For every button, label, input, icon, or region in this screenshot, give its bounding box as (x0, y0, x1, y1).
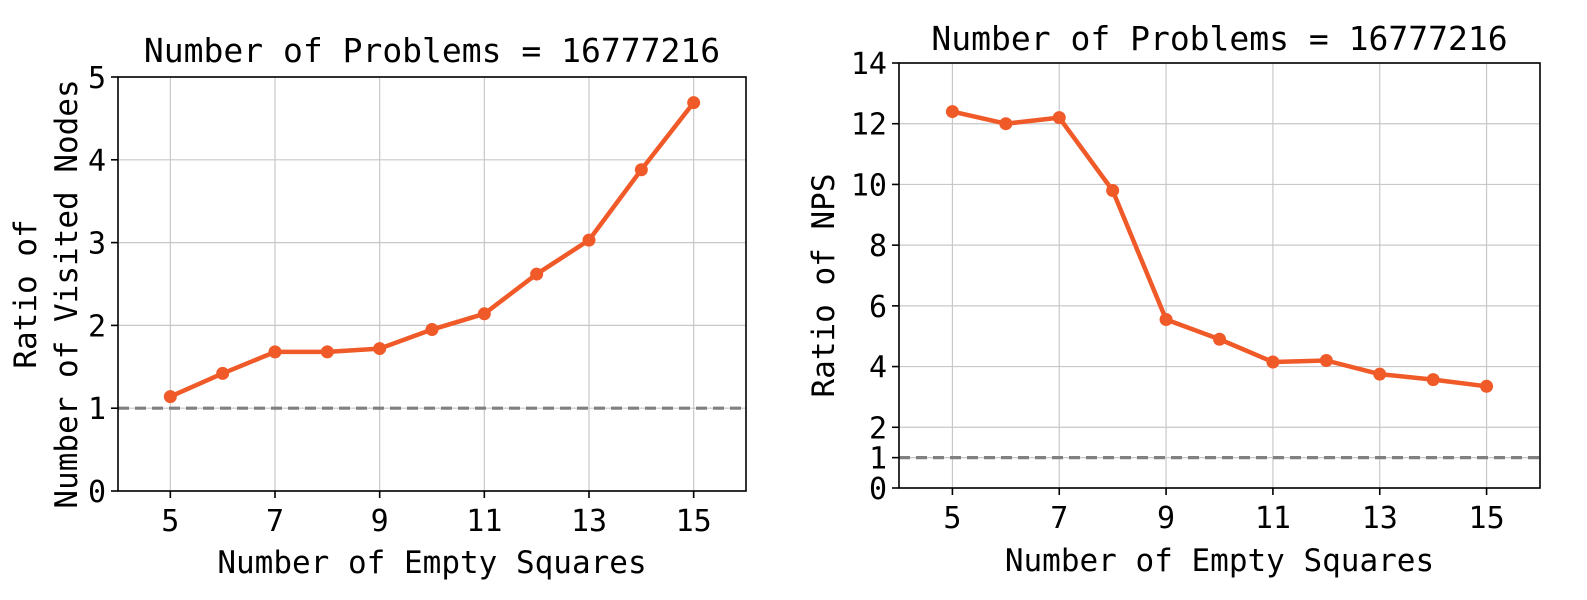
y-tick-label: 2 (869, 411, 887, 446)
data-point (1106, 184, 1120, 197)
plot-frame (117, 76, 747, 492)
data-point (216, 366, 230, 380)
data-point (320, 345, 334, 359)
x-tick-label: 5 (161, 504, 179, 539)
x-tick-label: 15 (1469, 501, 1505, 536)
data-point (634, 163, 648, 177)
data-point (1426, 373, 1440, 387)
data-point (945, 105, 959, 119)
data-point (687, 96, 701, 110)
chart-1: 5 7 9 11 13 15 0 1 2 3 4 5 Number of Problems = 1677… (8, 31, 747, 581)
x-tick-label: 7 (266, 504, 284, 539)
plot-frame (898, 62, 1541, 489)
y-tick-label: 0 (869, 472, 887, 507)
y-tick-label: 2 (88, 309, 106, 344)
x-tick-label: 13 (1362, 501, 1398, 536)
data-point (373, 342, 387, 356)
data-point (268, 345, 282, 359)
data-point (1159, 313, 1173, 327)
series-line (169, 101, 696, 399)
data-point (1373, 367, 1387, 381)
y-tick-label: 4 (869, 351, 887, 386)
data-point (999, 117, 1013, 131)
data-point (1213, 332, 1226, 346)
chart-title: Number of Problems = 16777216 (931, 19, 1507, 58)
data-point (530, 267, 544, 281)
y-tick-label: 4 (88, 144, 106, 179)
x-tick-label: 9 (371, 504, 389, 539)
x-tick-label: 11 (1255, 501, 1291, 536)
y-tick-label: 5 (88, 61, 106, 96)
x-tick-label: 7 (1050, 501, 1068, 536)
data-point (1319, 354, 1333, 367)
y-tick-label: 14 (851, 47, 887, 82)
data-point (1052, 111, 1066, 125)
x-tick-label: 5 (943, 501, 961, 536)
y-tick-label: 6 (869, 290, 887, 325)
data-point (1480, 379, 1494, 393)
y-tick-label: 1 (869, 442, 887, 477)
data-point (477, 307, 491, 321)
y-tick-label: 12 (851, 108, 887, 143)
y-axis-label: Ratio of (8, 219, 44, 368)
data-point (582, 233, 596, 247)
y-tick-label: 0 (88, 475, 106, 510)
y-tick-label: 8 (869, 229, 887, 264)
y-tick-label: 10 (851, 168, 887, 203)
x-axis-label: Number of Empty Squares (1005, 543, 1434, 579)
x-axis-label: Number of Empty Squares (217, 545, 646, 581)
y-tick-label: 1 (88, 392, 106, 427)
chart-title: Number of Problems = 16777216 (144, 31, 720, 70)
data-point (163, 390, 177, 404)
x-tick-label: 11 (466, 504, 502, 539)
data-point (1266, 355, 1280, 369)
x-tick-label: 9 (1157, 501, 1175, 536)
data-point (425, 323, 439, 337)
y-tick-label: 3 (88, 227, 106, 262)
y-axis-label: Number of Visited Nodes (49, 79, 85, 508)
x-tick-label: 13 (571, 504, 607, 539)
x-tick-label: 15 (676, 504, 712, 539)
y-axis-label: Ratio of NPS (806, 174, 842, 398)
